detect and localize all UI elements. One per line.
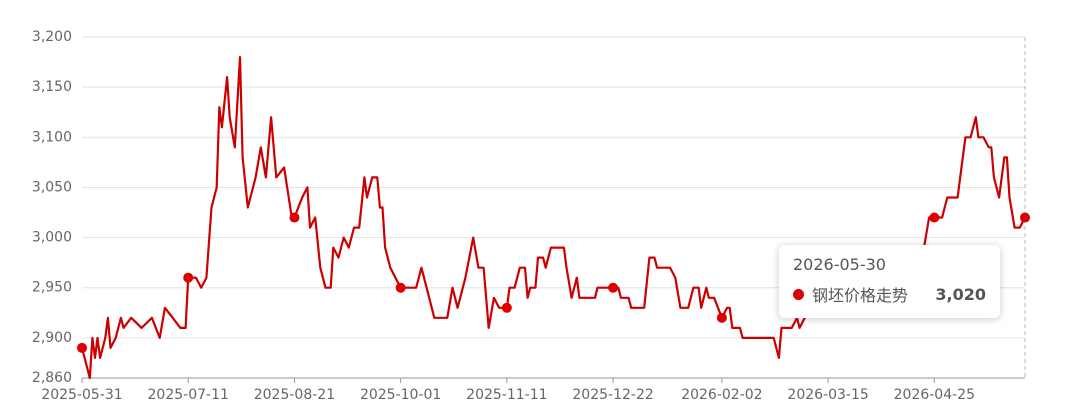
y-tick-label: 3,000 [32, 230, 72, 246]
tooltip-date: 2026-05-30 [793, 255, 886, 274]
y-tick-label: 2,860 [32, 370, 72, 386]
x-tick-label: 2026-03-15 [787, 387, 868, 403]
point [501, 302, 512, 313]
x-tick-label: 2025-05-31 [41, 387, 122, 403]
y-tick-label: 3,150 [32, 79, 72, 95]
point [183, 272, 194, 283]
x-tick-label: 2025-11-11 [466, 387, 547, 403]
y-tick-label: 3,200 [32, 29, 72, 45]
x-tick-label: 2026-02-02 [681, 387, 762, 403]
x-tick-label: 2026-04-25 [894, 387, 975, 403]
tooltip: 2026-05-30 钢坯价格走势 3,020 [779, 245, 1000, 318]
point [1020, 212, 1030, 223]
point [716, 312, 727, 323]
point [929, 212, 940, 223]
y-tick-label: 2,950 [32, 280, 72, 296]
tooltip-series: 钢坯价格走势 [812, 286, 909, 305]
y-tick-label: 3,100 [32, 129, 72, 145]
x-tick-label: 2025-08-21 [254, 387, 335, 403]
tooltip-value: 3,020 [935, 284, 986, 304]
x-tick-label: 2025-10-01 [360, 387, 441, 403]
x-tick-label: 2025-07-11 [148, 387, 229, 403]
point [608, 282, 619, 293]
tooltip-row: 钢坯价格走势 3,020 [793, 282, 986, 306]
tooltip-dot [793, 288, 804, 300]
point [395, 282, 406, 293]
y-tick-label: 2,900 [32, 330, 72, 346]
y-tick-label: 3,050 [32, 179, 72, 195]
point [289, 212, 300, 223]
point [77, 342, 87, 353]
line [80, 56, 1026, 380]
x-tick-label: 2025-12-22 [572, 387, 653, 403]
